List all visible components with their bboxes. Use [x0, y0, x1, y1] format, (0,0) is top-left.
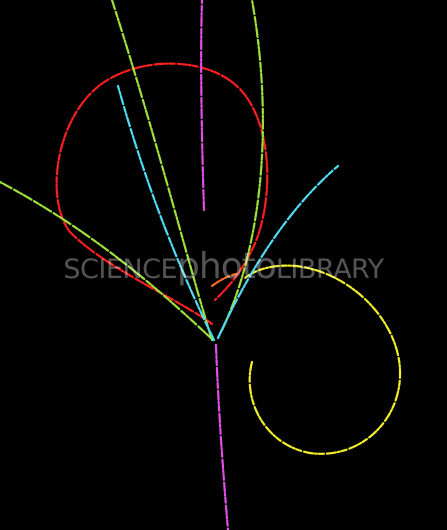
- yellow-spiral-track: [243, 264, 402, 455]
- green-upper-right-track: [220, 0, 264, 332]
- magenta-beam-track: [214, 343, 230, 530]
- green-left-edge-track: [0, 180, 215, 342]
- red-spiral-track: [55, 62, 269, 326]
- cyan-left-track: [116, 84, 216, 342]
- green-upper-left-track: [110, 0, 214, 342]
- magenta-upper-track: [200, 0, 206, 212]
- orange-stub-track: [210, 272, 238, 288]
- cyan-right-track: [216, 164, 340, 340]
